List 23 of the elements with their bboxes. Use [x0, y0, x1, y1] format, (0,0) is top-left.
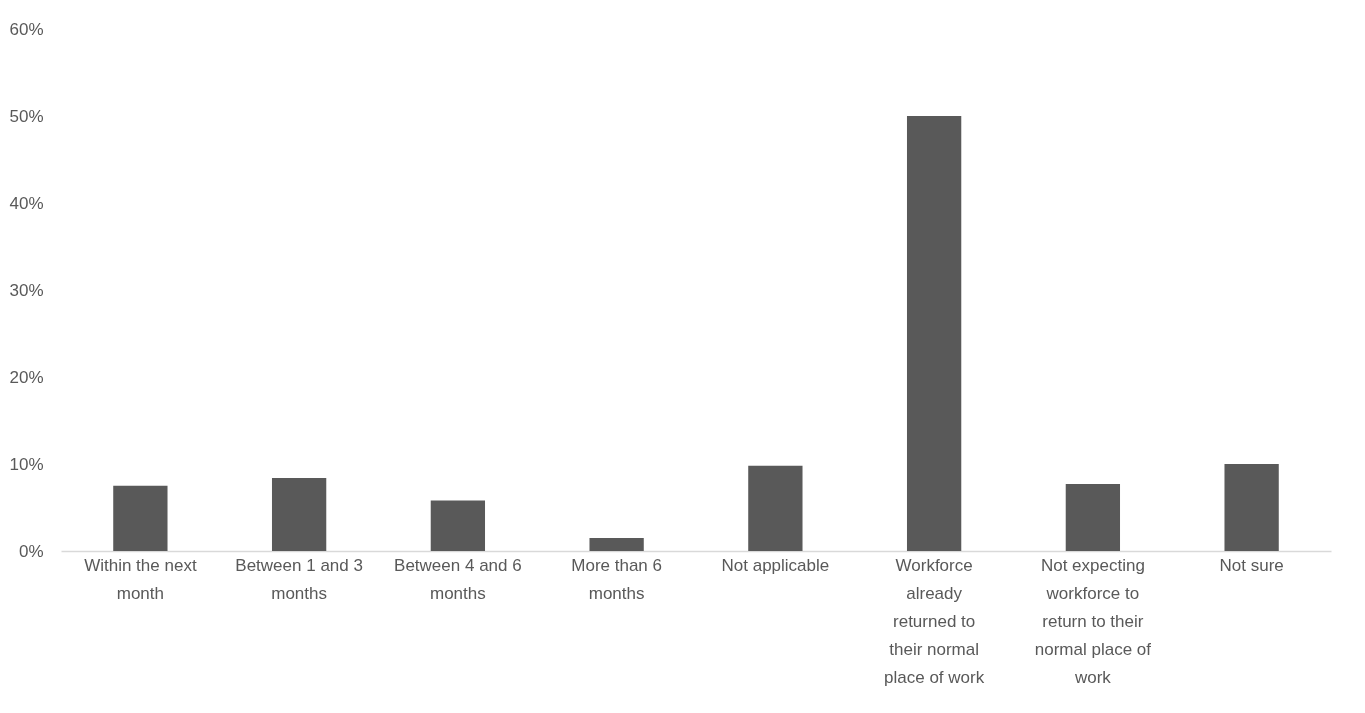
- y-tick-label: 30%: [9, 280, 44, 300]
- x-tick-label: Between 4 and 6 months: [394, 555, 522, 603]
- bar: [113, 485, 168, 551]
- bar: [271, 477, 327, 551]
- bar: [748, 465, 803, 551]
- x-tick-label: Within the next month: [84, 555, 197, 603]
- x-tick-label: More than 6 months: [571, 555, 662, 603]
- x-tick-label: Between 1 and 3 months: [235, 555, 363, 603]
- bar: [906, 116, 962, 551]
- y-tick-label: 10%: [9, 454, 44, 474]
- bar: [1224, 464, 1279, 551]
- bar: [430, 500, 486, 551]
- x-tick-label: Workforce already returned to their normal place of work: [884, 555, 985, 687]
- bar: [589, 537, 644, 551]
- x-tick-label: Not sure: [1219, 555, 1284, 575]
- bar: [1065, 484, 1121, 551]
- y-tick-label: 40%: [9, 193, 44, 213]
- x-tick-label: Not applicable: [721, 555, 830, 575]
- y-tick-label: 60%: [9, 19, 44, 39]
- y-tick-label: 20%: [9, 367, 44, 387]
- y-tick-label: 50%: [9, 106, 44, 126]
- x-tick-label: Not expecting workforce to return to their normal place of work: [1034, 555, 1152, 687]
- y-tick-label: 0%: [18, 541, 44, 561]
